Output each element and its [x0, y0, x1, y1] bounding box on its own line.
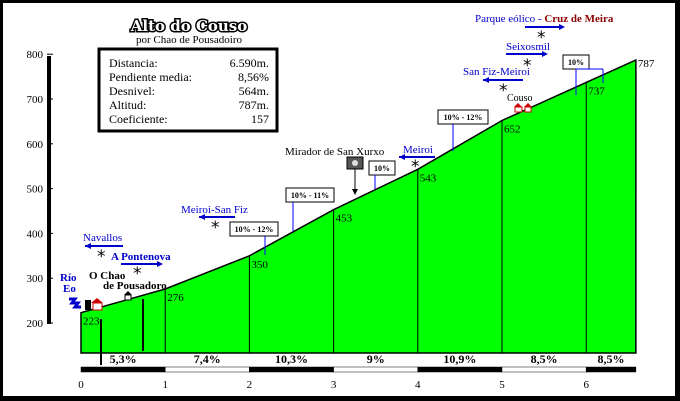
place-label-navallos: Navallos: [83, 232, 122, 244]
place-label-a-pontenova: A Pontenova: [111, 251, 171, 263]
x-tick-label: 2: [247, 379, 253, 391]
grade-box-label: 10% - 11%: [291, 191, 329, 200]
arrow-left-icon: [199, 214, 235, 220]
place-label-o-chao: O Chao: [89, 270, 126, 282]
x-tick-label: 4: [415, 379, 421, 391]
parque-text: Parque eólico -: [475, 13, 544, 25]
arrow-left-icon: [483, 77, 523, 83]
grade-box-label: 10% - 12%: [444, 113, 483, 122]
x-tick-label: 3: [331, 379, 337, 391]
star-icon: *: [211, 218, 220, 238]
place-label-de-pousadoro: de Pousadoro: [103, 280, 167, 292]
chart-frame: Alto do Couso por Chao de Pousadoiro Dis…: [3, 3, 675, 396]
x-tick-label: 1: [162, 379, 168, 391]
stat-label: Coeficiente:: [109, 112, 168, 126]
stat-value: 787m.: [239, 98, 269, 112]
arrow-right-icon: [506, 51, 548, 57]
place-label-parque: Parque eólico - Cruz de Meira: [475, 13, 614, 25]
grade-box: 10% - 11%: [285, 187, 335, 231]
segment-grade-label: 10,3%: [275, 352, 308, 366]
elevation-label: 652: [504, 124, 521, 136]
grade-box-label: 10%: [374, 164, 390, 173]
stat-value: 8,56%: [238, 70, 269, 84]
fuel-icon: [85, 300, 91, 310]
stat-value: 157: [251, 112, 269, 126]
arrow-right-icon: [525, 24, 565, 30]
stats-box: [97, 47, 279, 133]
distance-band-segment: [585, 366, 637, 373]
distance-band-segment: [333, 366, 419, 373]
house-icon: [91, 298, 103, 311]
y-tick-label: 400: [27, 228, 44, 240]
star-icon: *: [523, 56, 532, 76]
arrow-left-icon: [399, 154, 435, 160]
stat-label: Altitud:: [109, 98, 146, 112]
place-label-meiroi-san-fiz: Meiroi-San Fiz: [181, 204, 248, 216]
place-label-seixosmil: Seixosmil: [506, 41, 550, 53]
segment-grade-label: 10,9%: [443, 352, 476, 366]
house-icon: [124, 291, 132, 301]
grade-box: 10%: [562, 54, 604, 95]
stat-value: 6.590m.: [230, 56, 269, 70]
chart-subtitle: por Chao de Pousadoiro: [136, 34, 243, 46]
distance-band-segment: [164, 366, 250, 373]
elevation-label: 737: [588, 85, 605, 97]
elevation-label: 543: [420, 172, 437, 184]
y-tick-label: 700: [27, 94, 44, 106]
star-icon: *: [97, 247, 106, 267]
x-tick-label: 5: [499, 379, 505, 391]
segment-grade-label: 8,5%: [531, 352, 558, 366]
distance-band-segment: [249, 366, 334, 373]
star-icon: *: [499, 81, 508, 101]
grade-box: 10%: [368, 160, 396, 189]
segment-grade-label: 5,3%: [110, 352, 137, 366]
segment-grade-label: 9%: [367, 352, 385, 366]
star-icon: *: [537, 28, 546, 48]
distance-band-segment: [417, 366, 503, 373]
place-label-mirador: Mirador de San Xurxo: [285, 146, 385, 158]
stat-value: 564m.: [239, 84, 269, 98]
stat-label: Pendiente media:: [109, 70, 192, 84]
elevation-profile-chart: Alto do Couso por Chao de Pousadoiro Dis…: [27, 13, 655, 391]
place-label-couso: Couso: [507, 93, 533, 104]
viewpoint-icon: [346, 156, 364, 195]
distance-band-segment: [501, 366, 587, 373]
river-icon: [69, 297, 81, 309]
arrow-right-icon: [121, 261, 163, 267]
elevation-label: 223: [83, 316, 100, 328]
y-axis: [47, 56, 51, 324]
segment-grade-label: 7,4%: [194, 352, 221, 366]
x-tick-label: 6: [583, 379, 589, 391]
grade-box: 10% - 12%: [437, 109, 489, 151]
stats-table: Distancia: 6.590m. Pendiente media: 8,56% De…: [109, 56, 269, 126]
house-icon: [514, 103, 532, 113]
y-tick-label: 500: [27, 184, 44, 196]
y-tick-label: 600: [27, 139, 44, 151]
star-icon: *: [133, 264, 142, 284]
place-label-eo: Eo: [63, 283, 76, 295]
elevation-label: 350: [251, 259, 268, 271]
place-label-meiroi: Meiroi: [403, 144, 433, 156]
elevation-label: 276: [167, 292, 184, 304]
cruz-de-meira-text: Cruz de Meira: [544, 13, 614, 25]
star-icon: *: [411, 157, 420, 177]
distance-band-segment: [80, 366, 166, 373]
y-tick-label: 300: [27, 273, 44, 285]
chart-title: Alto do Couso: [130, 17, 248, 35]
place-label-san-fiz-meiroi: San Fiz-Meiroi: [463, 66, 530, 78]
y-tick-label: 200: [27, 318, 44, 330]
grade-box-label: 10%: [568, 58, 584, 67]
grade-box-label: 10% - 12%: [235, 225, 274, 234]
stat-label: Distancia:: [109, 56, 158, 70]
arrow-left-icon: [85, 243, 123, 249]
elevation-label: 787: [638, 58, 655, 70]
y-tick-label: 800: [27, 49, 44, 61]
elevation-label: 453: [336, 213, 353, 225]
x-tick-label: 0: [78, 379, 84, 391]
stat-label: Desnivel:: [109, 84, 155, 98]
elevation-area: [80, 58, 637, 354]
segment-grade-label: 8,5%: [598, 352, 625, 366]
grade-box: 10% - 12%: [229, 221, 279, 255]
place-label-rio: Río: [60, 272, 77, 284]
